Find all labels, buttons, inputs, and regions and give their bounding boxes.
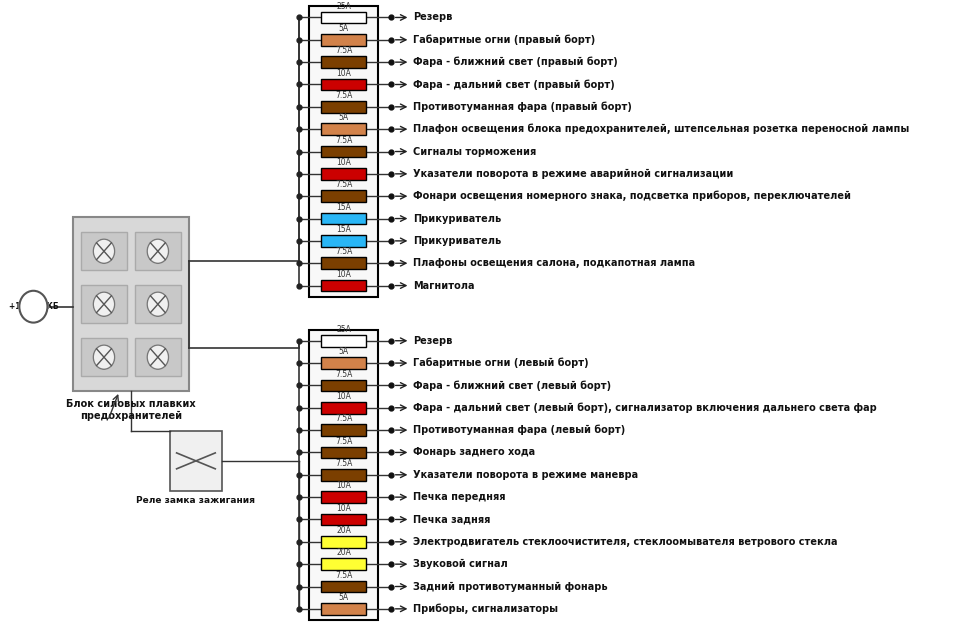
Text: 10A: 10A: [336, 482, 351, 490]
Text: 10A: 10A: [336, 392, 351, 401]
Text: Противотуманная фара (левый борт): Противотуманная фара (левый борт): [413, 425, 625, 435]
Text: Прикуриватель: Прикуриватель: [413, 214, 501, 224]
Text: Плафоны освещения салона, подкапотная лампа: Плафоны освещения салона, подкапотная ла…: [413, 258, 695, 269]
Bar: [321, 146, 367, 158]
Text: Габаритные огни (правый борт): Габаритные огни (правый борт): [413, 34, 595, 45]
Text: 7.5A: 7.5A: [335, 136, 352, 145]
Bar: [82, 285, 127, 323]
Text: Фара - ближний свет (левый борт): Фара - ближний свет (левый борт): [413, 380, 612, 391]
Bar: [321, 357, 367, 369]
Text: Фонарь заднего хода: Фонарь заднего хода: [413, 447, 535, 457]
Bar: [321, 168, 367, 179]
Text: Звуковой сигнал: Звуковой сигнал: [413, 559, 508, 569]
Bar: [321, 12, 367, 23]
Text: 7.5A: 7.5A: [335, 414, 352, 423]
Bar: [321, 581, 367, 592]
Text: Реле замка зажигания: Реле замка зажигания: [136, 496, 255, 505]
Text: Блок силовых плавких
предохранителей: Блок силовых плавких предохранителей: [66, 399, 196, 421]
Circle shape: [93, 345, 114, 369]
Bar: [321, 492, 367, 503]
Text: Электродвигатель стеклоочистителя, стеклоомывателя ветрового стекла: Электродвигатель стеклоочистителя, стекл…: [413, 537, 837, 547]
Text: Указатели поворота в режиме аварийной сигнализации: Указатели поворота в режиме аварийной си…: [413, 169, 733, 179]
Text: 10A: 10A: [336, 503, 351, 513]
Bar: [135, 285, 180, 323]
Circle shape: [93, 239, 114, 264]
Text: Печка задняя: Печка задняя: [413, 515, 491, 525]
Bar: [321, 191, 367, 202]
Text: 7.5A: 7.5A: [335, 91, 352, 100]
Text: Прикуриватель: Прикуриватель: [413, 236, 501, 246]
Text: Сигналы торможения: Сигналы торможения: [413, 146, 537, 156]
Bar: [321, 379, 367, 391]
Text: Фонари освещения номерного знака, подсветка приборов, переключателей: Фонари освещения номерного знака, подсве…: [413, 191, 851, 201]
Bar: [73, 217, 189, 391]
Circle shape: [147, 239, 169, 264]
Bar: [321, 56, 367, 68]
Bar: [309, 6, 378, 297]
Text: +12 от АКБ: +12 от АКБ: [9, 302, 59, 312]
Bar: [170, 431, 223, 491]
Text: 10A: 10A: [336, 69, 351, 78]
Bar: [82, 338, 127, 376]
Bar: [321, 402, 367, 414]
Bar: [321, 78, 367, 90]
Text: Противотуманная фара (правый борт): Противотуманная фара (правый борт): [413, 102, 632, 112]
Bar: [321, 335, 367, 346]
Text: 7.5A: 7.5A: [335, 181, 352, 189]
Text: 10A: 10A: [336, 270, 351, 278]
Circle shape: [147, 292, 169, 316]
Text: 5A: 5A: [339, 347, 348, 356]
Text: 7.5A: 7.5A: [335, 46, 352, 55]
Text: Габаритные огни (левый борт): Габаритные огни (левый борт): [413, 358, 588, 368]
Text: Фара - дальний свет (левый борт), сигнализатор включения дальнего света фар: Фара - дальний свет (левый борт), сигнал…: [413, 402, 876, 413]
Text: Печка передняя: Печка передняя: [413, 492, 506, 502]
Bar: [321, 257, 367, 269]
Text: 5A: 5A: [339, 593, 348, 602]
Bar: [135, 232, 180, 270]
Text: 7.5A: 7.5A: [335, 247, 352, 257]
Text: 20A: 20A: [336, 548, 351, 558]
Text: 15A: 15A: [336, 225, 351, 234]
Bar: [321, 280, 367, 292]
Text: Фара - дальний свет (правый борт): Фара - дальний свет (правый борт): [413, 79, 614, 90]
Circle shape: [19, 291, 47, 323]
Text: 10A: 10A: [336, 158, 351, 167]
Bar: [321, 101, 367, 113]
Text: Плафон освещения блока предохранителей, штепсельная розетка переносной лампы: Плафон освещения блока предохранителей, …: [413, 124, 909, 135]
Text: Резерв: Резерв: [413, 336, 452, 346]
Text: 7.5A: 7.5A: [335, 437, 352, 445]
Bar: [321, 469, 367, 480]
Bar: [321, 514, 367, 525]
Bar: [321, 34, 367, 45]
Bar: [321, 212, 367, 224]
Text: Приборы, сигнализаторы: Приборы, сигнализаторы: [413, 604, 558, 614]
Bar: [321, 603, 367, 615]
Text: 20A: 20A: [336, 526, 351, 535]
Text: Задний противотуманный фонарь: Задний противотуманный фонарь: [413, 581, 608, 592]
Bar: [321, 123, 367, 135]
Bar: [82, 232, 127, 270]
Circle shape: [147, 345, 169, 369]
Bar: [321, 447, 367, 459]
Text: 25A: 25A: [336, 325, 351, 334]
Text: Указатели поворота в режиме маневра: Указатели поворота в режиме маневра: [413, 470, 638, 480]
Text: 25A: 25A: [336, 2, 351, 11]
Bar: [321, 235, 367, 247]
Text: Магнитола: Магнитола: [413, 280, 474, 290]
Text: 5A: 5A: [339, 24, 348, 33]
Bar: [309, 330, 378, 620]
Text: 7.5A: 7.5A: [335, 369, 352, 379]
Text: 15A: 15A: [336, 202, 351, 212]
Text: 5A: 5A: [339, 113, 348, 122]
Bar: [321, 536, 367, 548]
Text: 7.5A: 7.5A: [335, 459, 352, 468]
Text: Резерв: Резерв: [413, 12, 452, 22]
Bar: [135, 338, 180, 376]
Bar: [321, 558, 367, 570]
Bar: [321, 424, 367, 436]
Text: 7.5A: 7.5A: [335, 571, 352, 579]
Circle shape: [93, 292, 114, 316]
Text: Фара - ближний свет (правый борт): Фара - ближний свет (правый борт): [413, 57, 617, 67]
